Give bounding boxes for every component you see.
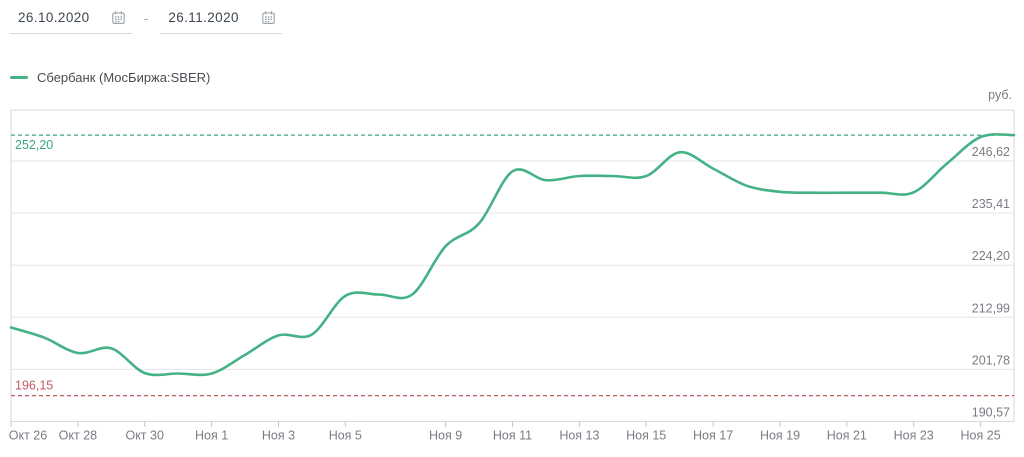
svg-text:201,78: 201,78 (972, 353, 1010, 367)
svg-text:Ноя 19: Ноя 19 (760, 429, 800, 443)
svg-text:246,62: 246,62 (972, 145, 1010, 159)
svg-text:Ноя 9: Ноя 9 (429, 429, 462, 443)
price-chart-canvas[interactable]: 190,57 201,78 212,99 224,20 235,41 246,62 руб.… (0, 85, 1024, 452)
calendar-icon[interactable] (261, 10, 276, 25)
date-from-input[interactable] (18, 10, 102, 25)
reference-line-low: 196,15 (11, 379, 1014, 397)
svg-text:Ноя 5: Ноя 5 (329, 429, 362, 443)
svg-text:196,15: 196,15 (15, 379, 53, 393)
svg-text:Ноя 11: Ноя 11 (493, 429, 532, 443)
svg-text:190,57: 190,57 (972, 406, 1010, 420)
svg-text:Ноя 25: Ноя 25 (961, 429, 1001, 443)
svg-text:Ноя 13: Ноя 13 (559, 429, 599, 443)
date-range-separator: - (144, 10, 149, 26)
date-range-picker: - (10, 6, 283, 34)
reference-line-high: 252,20 (11, 134, 1014, 152)
legend-series-label: Сбербанк (МосБиржа:SBER) (37, 69, 211, 85)
svg-text:Ноя 1: Ноя 1 (195, 429, 228, 443)
svg-text:252,20: 252,20 (15, 138, 53, 152)
svg-text:Ноя 17: Ноя 17 (693, 429, 733, 443)
svg-text:Окт 26: Окт 26 (9, 429, 47, 443)
y-axis-labels: 190,57 201,78 212,99 224,20 235,41 246,62 (972, 145, 1010, 420)
price-chart[interactable]: 190,57 201,78 212,99 224,20 235,41 246,62 руб.… (0, 85, 1024, 452)
svg-text:224,20: 224,20 (972, 249, 1010, 263)
svg-text:Ноя 15: Ноя 15 (626, 429, 666, 443)
calendar-icon[interactable] (111, 10, 126, 25)
series-line (9, 133, 1016, 377)
currency-label: руб. (988, 88, 1012, 102)
chart-legend: Сбербанк (МосБиржа:SBER) (10, 69, 211, 85)
x-axis-labels: Окт 26 Окт 28 Окт 30 Ноя 1 Ноя 3 Ноя 5 Ноя 9 Но… (9, 421, 1001, 443)
legend-line-swatch (10, 75, 28, 79)
svg-text:Окт 30: Окт 30 (125, 429, 163, 443)
svg-text:Ноя 23: Ноя 23 (894, 429, 934, 443)
gridlines (11, 160, 1014, 422)
svg-text:Окт 28: Окт 28 (59, 429, 97, 443)
date-to-field[interactable] (160, 6, 283, 34)
svg-text:212,99: 212,99 (972, 301, 1010, 315)
date-from-field[interactable] (10, 6, 132, 34)
svg-text:Ноя 3: Ноя 3 (262, 429, 295, 443)
svg-text:Ноя 21: Ноя 21 (827, 429, 867, 443)
date-to-input[interactable] (168, 10, 253, 25)
svg-text:235,41: 235,41 (972, 197, 1010, 211)
